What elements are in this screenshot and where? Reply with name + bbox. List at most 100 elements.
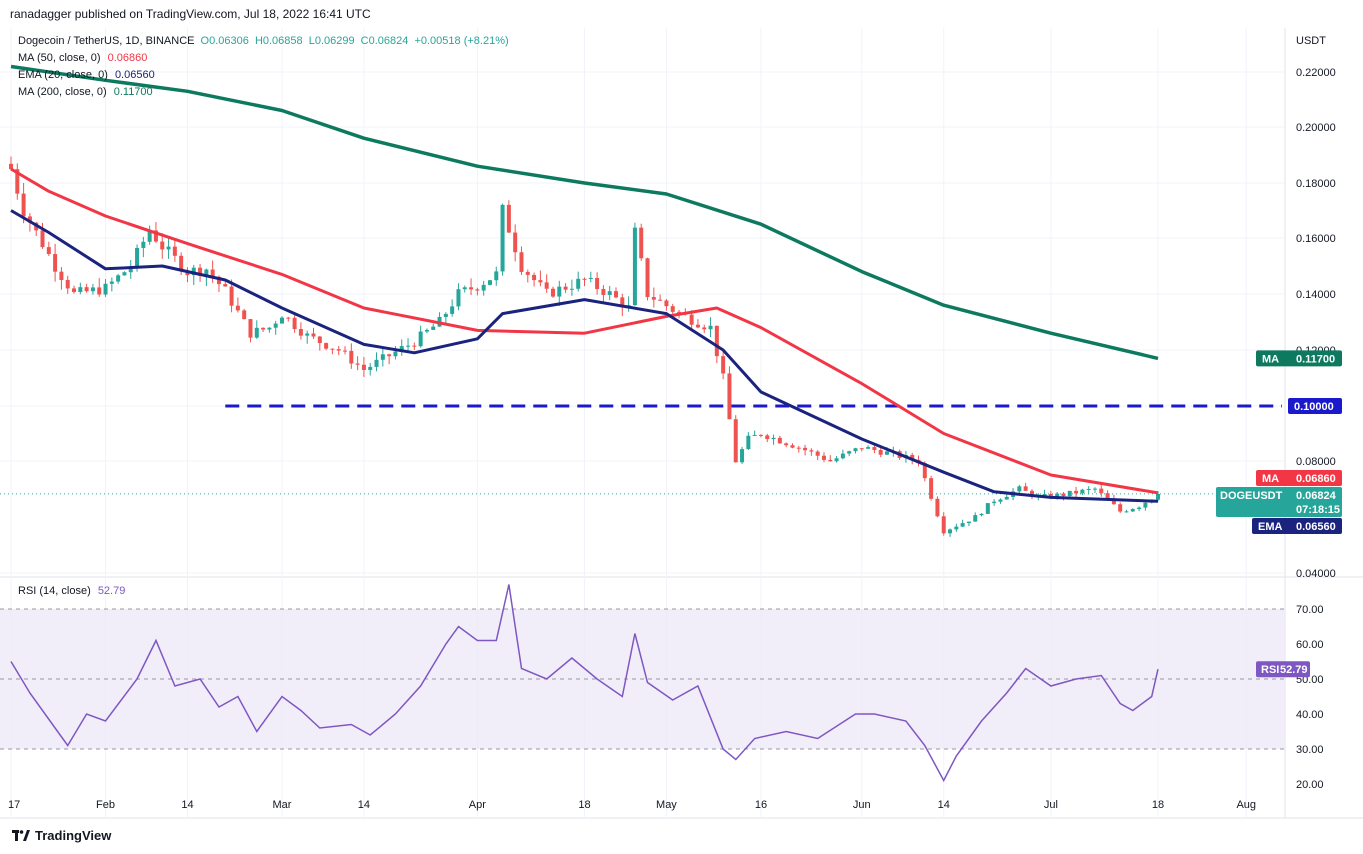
candle-body: [330, 348, 335, 350]
x-tick-label: Aug: [1236, 799, 1256, 811]
candle-body: [1099, 488, 1104, 494]
candle-body: [254, 327, 259, 338]
candle-body: [15, 169, 20, 194]
rsi-legend[interactable]: RSI (14, close) 52.79: [18, 585, 125, 597]
candle-body: [317, 336, 322, 344]
x-tick-label: May: [656, 799, 677, 811]
candle-body: [1130, 509, 1135, 512]
candle-body: [777, 437, 782, 444]
candle-body: [941, 516, 946, 534]
candle-body: [1080, 489, 1085, 494]
candle-body: [752, 434, 757, 436]
x-tick-label: 16: [755, 799, 767, 811]
candle-body: [538, 280, 543, 283]
candle-body: [948, 529, 953, 534]
y-tick-label: 0.04000: [1296, 568, 1336, 580]
candle-body: [343, 350, 348, 352]
candle-body: [191, 267, 196, 276]
candle-body: [620, 297, 625, 308]
candle-body: [361, 364, 366, 370]
candle-body: [53, 254, 58, 272]
candle-body: [324, 343, 329, 349]
ma200-line: [10, 64, 1159, 361]
candle-body: [286, 317, 291, 319]
candle-body: [431, 326, 436, 330]
candle-body: [1143, 502, 1148, 508]
candle-body: [1061, 493, 1066, 497]
y-tick-label: 0.20000: [1296, 122, 1336, 134]
candle-body: [929, 478, 934, 499]
candle-body: [292, 317, 297, 330]
rsi-tick-label: 70.00: [1296, 604, 1324, 616]
candle-body: [216, 276, 221, 285]
rsi-line: [10, 584, 1159, 783]
candle-body: [78, 287, 83, 292]
rsi-value: 52.79: [97, 585, 126, 597]
candle-body: [1118, 504, 1123, 512]
candle-body: [815, 451, 820, 456]
candle-body: [475, 289, 480, 291]
candle-body: [733, 419, 738, 463]
candle-body: [1042, 494, 1047, 496]
candle-body: [519, 252, 524, 272]
candle-body: [103, 283, 108, 295]
candle-body: [708, 325, 713, 330]
candle-body: [261, 327, 266, 330]
candle-body: [462, 287, 467, 290]
candle-body: [664, 300, 669, 307]
candle-body: [821, 455, 826, 460]
symbol-legend: Dogecoin / TetherUS, 1D, BINANCE O0.0630…: [18, 35, 512, 47]
candle-body: [670, 306, 675, 312]
candle-body: [1029, 490, 1034, 497]
candle-body: [992, 501, 997, 504]
candle-body: [456, 289, 461, 307]
ohlc-change: +0.00518 (+8.21%): [414, 35, 509, 47]
candle-body: [809, 450, 814, 452]
ma200-legend[interactable]: MA (200, close, 0) 0.11700: [18, 86, 153, 98]
candle-body: [645, 258, 650, 298]
candle-body: [878, 450, 883, 455]
candle-body: [406, 345, 411, 347]
candle-body: [72, 288, 77, 292]
tradingview-brand[interactable]: TradingView: [12, 828, 111, 843]
candle-body: [1086, 488, 1091, 490]
x-tick-label: 18: [578, 799, 590, 811]
candle-body: [160, 241, 165, 250]
candle-body: [336, 349, 341, 351]
rsi-value-tag: [1256, 661, 1310, 678]
candle-body: [695, 324, 700, 328]
candle-body: [859, 448, 864, 450]
candle-body: [122, 272, 127, 276]
candle-body: [689, 314, 694, 325]
symbol-name[interactable]: Dogecoin / TetherUS, 1D, BINANCE: [18, 35, 195, 47]
candle-body: [198, 267, 203, 276]
candle-body: [525, 271, 530, 275]
candle-body: [450, 306, 455, 314]
rsi-tick-label: 30.00: [1296, 744, 1324, 756]
ema20-legend[interactable]: EMA (20, close, 0) 0.06560: [18, 69, 155, 81]
candle-body: [223, 284, 228, 287]
candle-body: [576, 278, 581, 289]
candle-body: [601, 288, 606, 295]
candle-body: [632, 227, 637, 306]
candle-body: [90, 287, 95, 292]
candle-body: [273, 323, 278, 328]
ma50-legend[interactable]: MA (50, close, 0) 0.06860: [18, 52, 147, 64]
candle-body: [298, 329, 303, 336]
ema20-price-tag: [1252, 518, 1342, 534]
last-price-symbol: DOGEUSDT: [1220, 490, 1283, 502]
tradingview-logo-icon: [12, 830, 30, 841]
rsi-tick-label: 20.00: [1296, 779, 1324, 791]
candle-body: [9, 163, 13, 170]
candle-body: [46, 247, 51, 255]
ema20-tag-value: 0.06560: [1296, 521, 1336, 533]
support-price-tag: [1288, 398, 1342, 414]
candle-body: [355, 363, 360, 365]
y-axis-unit-label: USDT: [1296, 35, 1326, 47]
candle-body: [393, 351, 398, 357]
candle-body: [1023, 486, 1028, 491]
publisher-info: ranadagger published on TradingView.com,…: [10, 7, 371, 21]
y-tick-label: 0.14000: [1296, 289, 1336, 301]
candle-body: [847, 451, 852, 454]
